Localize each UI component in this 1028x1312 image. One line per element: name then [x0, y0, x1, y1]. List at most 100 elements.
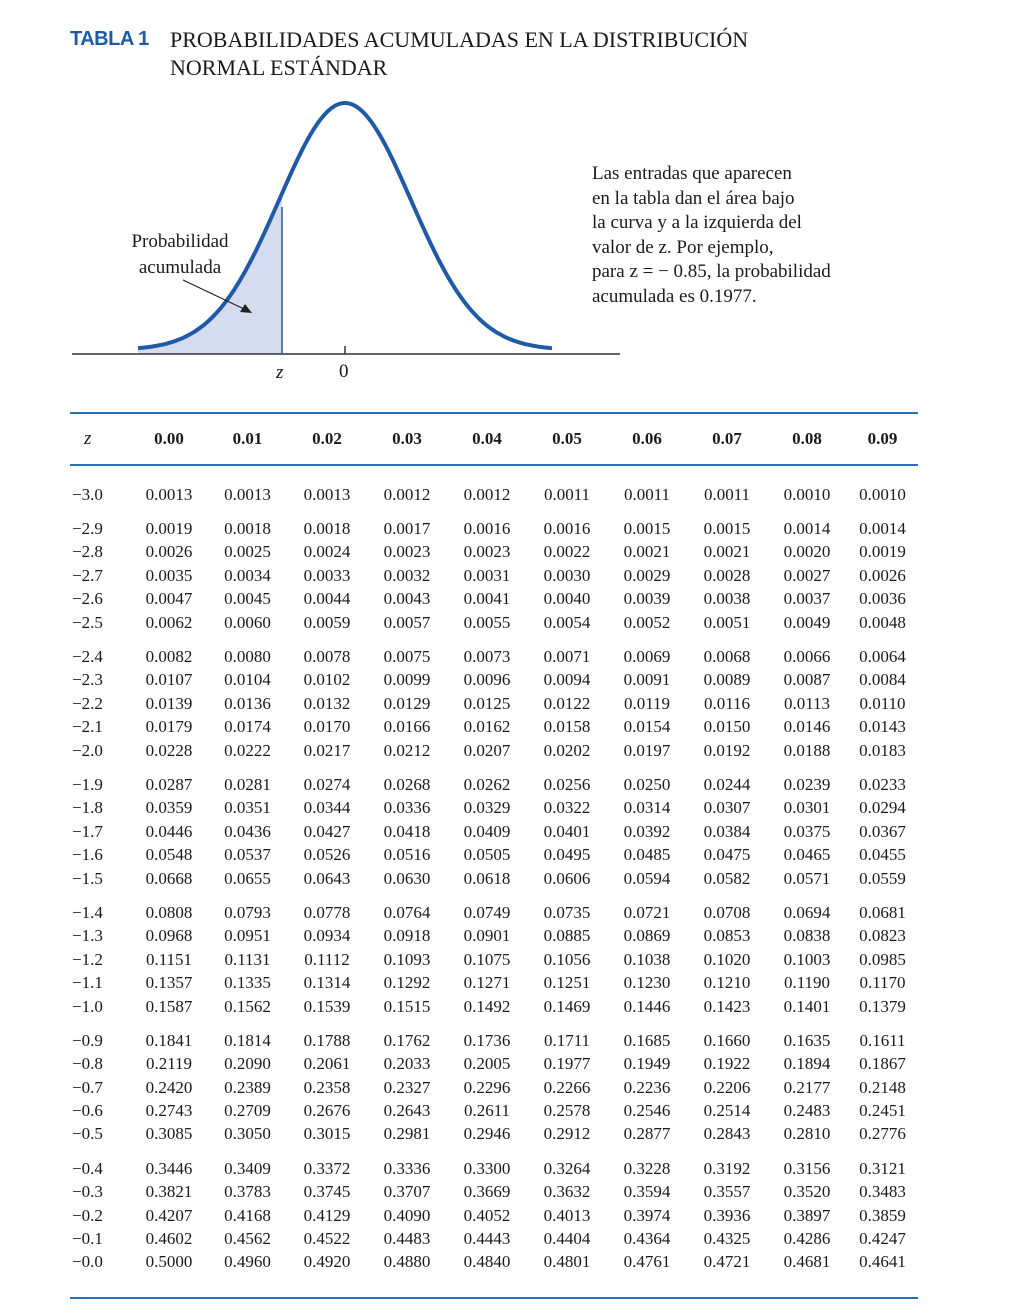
probability-cell: 0.0013 [303, 484, 351, 504]
probability-cell: 0.0202 [543, 740, 591, 760]
probability-cell: 0.0029 [623, 565, 671, 585]
probability-cell: 0.1003 [783, 949, 831, 969]
probability-cell: 0.0012 [383, 484, 431, 504]
probability-cell: 0.0694 [783, 902, 831, 922]
probability-cell: 0.0985 [859, 949, 906, 969]
probability-cell: 0.0465 [783, 845, 831, 865]
probability-cell: 0.1814 [224, 1030, 271, 1050]
probability-cell: 0.0032 [383, 565, 431, 585]
probability-cell: 0.0078 [303, 647, 351, 667]
probability-cell: 0.1977 [543, 1054, 591, 1074]
probability-cell: 0.0034 [224, 565, 271, 585]
column-header-z: z [84, 427, 92, 449]
probability-cell: 0.1867 [859, 1054, 906, 1074]
probability-cell: 0.4721 [703, 1252, 751, 1272]
probability-cell: 0.0030 [543, 565, 591, 585]
probability-cell: 0.0055 [463, 612, 511, 632]
probability-cell: 0.0031 [463, 565, 511, 585]
probability-cell: 0.0021 [623, 542, 671, 562]
table-row: −2.4 0.0082 0.0080 0.0078 0.0075 0.0073 0.0071… [70, 634, 918, 668]
probability-cell: 0.3336 [383, 1158, 431, 1178]
probability-cell: 0.2296 [463, 1077, 511, 1097]
probability-cell: 0.2033 [383, 1054, 431, 1074]
probability-cell: 0.0019 [859, 542, 906, 562]
probability-cell: 0.0049 [783, 612, 831, 632]
caption-line: Las entradas que aparecen [592, 163, 792, 184]
probability-cell: 0.1685 [623, 1030, 671, 1050]
probability-cell: 0.0287 [145, 774, 193, 794]
probability-cell: 0.0026 [859, 565, 906, 585]
probability-cell: 0.2090 [224, 1054, 271, 1074]
probability-cell: 0.0446 [145, 821, 193, 841]
probability-cell: 0.0146 [783, 717, 831, 737]
probability-cell: 0.0023 [463, 542, 511, 562]
probability-cell: 0.0274 [303, 774, 351, 794]
probability-cell: 0.0054 [543, 612, 591, 632]
probability-cell: 0.0040 [543, 589, 591, 609]
probability-cell: 0.0162 [463, 717, 511, 737]
probability-cell: 0.0015 [623, 519, 671, 539]
caption-line: la curva y a la izquierda del [592, 212, 802, 233]
probability-cell: 0.0505 [463, 845, 511, 865]
table-row: −0.9 0.1841 0.1814 0.1788 0.1762 0.1736 0.1711… [70, 1018, 918, 1052]
probability-cell: 0.0013 [145, 484, 193, 504]
probability-cell: 0.2611 [463, 1101, 511, 1121]
z-value-cell: −1.5 [72, 868, 103, 888]
probability-cell: 0.1539 [303, 996, 351, 1016]
column-header: 0.02 [312, 428, 342, 448]
probability-cell: 0.0016 [543, 519, 591, 539]
probability-cell: 0.3372 [303, 1158, 351, 1178]
z-value-cell: −0.2 [72, 1205, 103, 1225]
normal-curve-figure: Probabilidad acumulada z 0 Las entradas … [0, 0, 1028, 400]
probability-cell: 0.0571 [783, 868, 831, 888]
probability-cell: 0.3446 [145, 1158, 193, 1178]
probability-cell: 0.0091 [623, 670, 671, 690]
probability-cell: 0.1292 [383, 973, 431, 993]
probability-cell: 0.0026 [145, 542, 193, 562]
cumulative-probability-label: Probabilidad acumulada [110, 229, 250, 281]
table-row: −2.6 0.0047 0.0045 0.0044 0.0043 0.0041 0.0040… [70, 588, 918, 611]
probability-cell: 0.0062 [145, 612, 193, 632]
probability-cell: 0.0099 [383, 670, 431, 690]
probability-cell: 0.2420 [145, 1077, 193, 1097]
z-value-cell: −0.0 [72, 1252, 103, 1272]
caption-line: para z = − 0.85, la probabilidad [592, 261, 831, 282]
probability-cell: 0.1515 [383, 996, 431, 1016]
table-row: −1.4 0.0808 0.0793 0.0778 0.0764 0.0749 0.0735… [70, 890, 918, 924]
probability-cell: 0.0197 [623, 740, 671, 760]
probability-cell: 0.4013 [543, 1205, 591, 1225]
probability-cell: 0.0014 [859, 519, 906, 539]
probability-cell: 0.5000 [145, 1252, 193, 1272]
probability-cell: 0.0329 [463, 798, 511, 818]
probability-cell: 0.4920 [303, 1252, 351, 1272]
z-value-cell: −1.7 [72, 821, 103, 841]
table-row: −1.5 0.0668 0.0655 0.0643 0.0630 0.0618 0.0606… [70, 867, 918, 890]
probability-cell: 0.0901 [463, 926, 511, 946]
probability-cell: 0.0041 [463, 589, 511, 609]
probability-cell: 0.0087 [783, 670, 831, 690]
probability-cell: 0.3520 [783, 1182, 831, 1202]
probability-cell: 0.0559 [859, 868, 906, 888]
bell-curve [137, 101, 553, 351]
probability-cell: 0.1038 [623, 949, 671, 969]
probability-cell: 0.0222 [224, 740, 271, 760]
probability-cell: 0.4602 [145, 1229, 193, 1249]
probability-cell: 0.2810 [783, 1124, 831, 1144]
probability-cell: 0.0823 [859, 926, 906, 946]
normal-curve-graphic [72, 101, 620, 355]
probability-cell: 0.0060 [224, 612, 271, 632]
probability-cell: 0.2061 [303, 1054, 351, 1074]
probability-cell: 0.0170 [303, 717, 351, 737]
probability-cell: 0.0018 [224, 519, 271, 539]
pointer-arrow [182, 279, 252, 313]
table-row: −0.7 0.2420 0.2389 0.2358 0.2327 0.2296 0.2266… [70, 1076, 918, 1099]
z-value-cell: −2.6 [72, 589, 103, 609]
table-body: −3.0 0.0013 0.0013 0.0013 0.0012 0.0012 0.0011… [70, 465, 918, 1274]
probability-cell: 0.0113 [783, 693, 831, 713]
probability-cell: 0.0606 [543, 868, 591, 888]
table-top-rule [70, 412, 918, 414]
probability-cell: 0.0735 [543, 902, 591, 922]
probability-cell: 0.0183 [859, 740, 906, 760]
probability-cell: 0.0096 [463, 670, 511, 690]
table-row: −1.9 0.0287 0.0281 0.0274 0.0268 0.0262 0.0256… [70, 762, 918, 796]
